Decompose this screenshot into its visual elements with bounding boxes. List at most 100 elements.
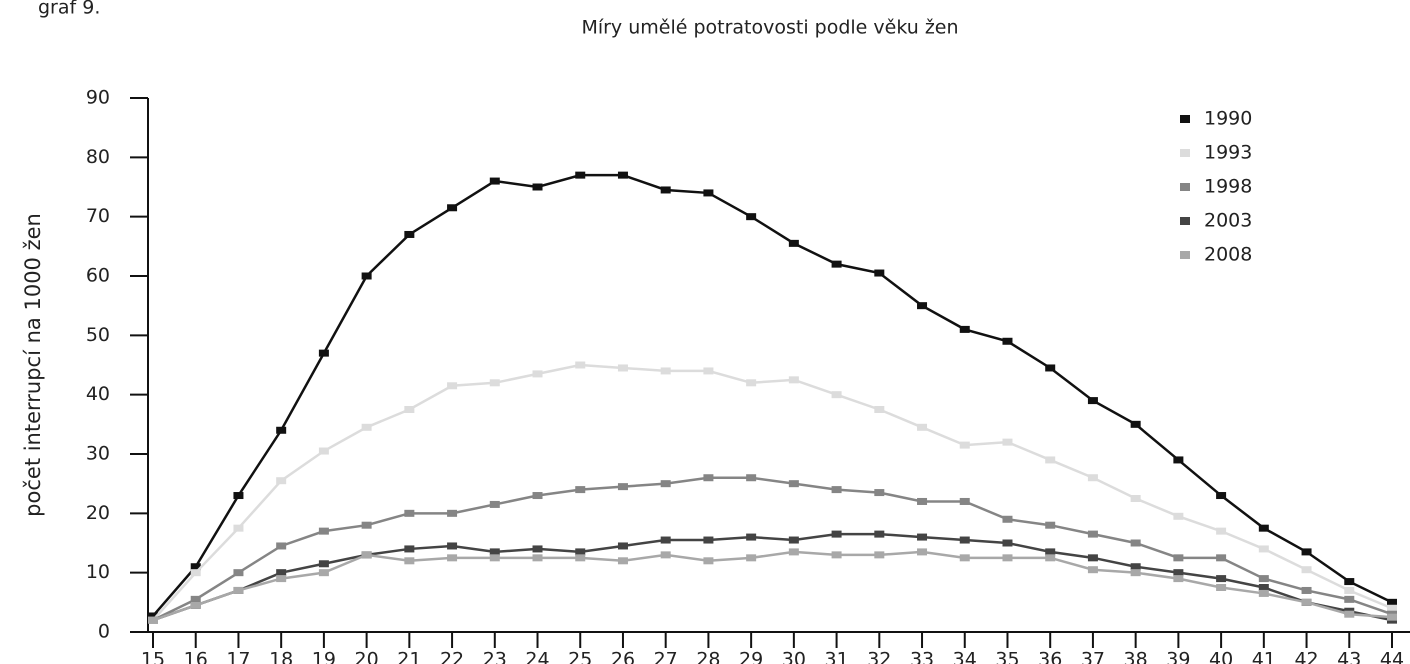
marker bbox=[1045, 554, 1056, 562]
marker bbox=[447, 509, 458, 517]
x-tick-label: 26 bbox=[611, 649, 635, 664]
marker bbox=[1258, 575, 1269, 583]
marker bbox=[575, 486, 586, 494]
marker bbox=[660, 536, 671, 544]
marker bbox=[746, 554, 757, 562]
marker bbox=[660, 186, 671, 194]
marker bbox=[489, 177, 500, 185]
marker bbox=[404, 557, 415, 565]
marker bbox=[660, 367, 671, 375]
series-line bbox=[152, 476, 1393, 622]
x-tick-label: 24 bbox=[525, 649, 549, 664]
marker bbox=[1173, 456, 1184, 464]
marker bbox=[1216, 554, 1227, 562]
legend-label: 1998 bbox=[1204, 176, 1252, 198]
marker bbox=[1258, 545, 1269, 553]
marker bbox=[1130, 563, 1141, 571]
marker bbox=[233, 492, 244, 500]
marker bbox=[233, 586, 244, 594]
marker bbox=[746, 474, 757, 482]
marker bbox=[831, 260, 842, 268]
marker bbox=[404, 230, 415, 238]
x-tick-label: 22 bbox=[440, 649, 464, 664]
marker bbox=[959, 441, 970, 449]
marker bbox=[1045, 456, 1056, 464]
x-tick-label: 36 bbox=[1038, 649, 1062, 664]
marker bbox=[917, 423, 928, 431]
marker bbox=[404, 545, 415, 553]
marker bbox=[276, 575, 287, 583]
marker bbox=[1173, 575, 1184, 583]
marker bbox=[1344, 595, 1355, 603]
marker bbox=[318, 527, 329, 535]
legend-swatch bbox=[1180, 217, 1190, 225]
marker bbox=[617, 364, 628, 372]
marker bbox=[318, 560, 329, 568]
marker bbox=[788, 536, 799, 544]
chart-title: Míry umělé potratovosti podle věku žen bbox=[581, 17, 958, 39]
legend-label: 1990 bbox=[1204, 108, 1252, 130]
marker bbox=[917, 497, 928, 505]
marker bbox=[1130, 569, 1141, 577]
x-tick-label: 39 bbox=[1166, 649, 1190, 664]
marker bbox=[276, 542, 287, 550]
marker bbox=[1130, 539, 1141, 547]
marker bbox=[575, 554, 586, 562]
marker bbox=[532, 492, 543, 500]
marker bbox=[1002, 554, 1013, 562]
marker bbox=[917, 548, 928, 556]
caption: graf 9. bbox=[38, 0, 100, 19]
marker bbox=[1301, 548, 1312, 556]
marker bbox=[703, 557, 714, 565]
marker bbox=[1344, 586, 1355, 594]
marker bbox=[532, 545, 543, 553]
marker bbox=[318, 569, 329, 577]
marker bbox=[1301, 586, 1312, 594]
marker bbox=[788, 480, 799, 488]
marker bbox=[447, 204, 458, 212]
marker bbox=[148, 616, 158, 624]
marker bbox=[1216, 527, 1227, 535]
marker bbox=[276, 477, 287, 485]
marker bbox=[1087, 554, 1098, 562]
marker bbox=[1045, 521, 1056, 529]
marker bbox=[959, 536, 970, 544]
marker bbox=[831, 551, 842, 559]
x-tick-label: 41 bbox=[1252, 649, 1276, 664]
marker bbox=[1344, 578, 1355, 586]
y-tick-label: 60 bbox=[86, 265, 110, 287]
y-tick-label: 0 bbox=[98, 621, 110, 643]
marker bbox=[1002, 337, 1013, 345]
x-tick-label: 16 bbox=[184, 649, 208, 664]
x-tick-label: 38 bbox=[1124, 649, 1148, 664]
marker bbox=[1087, 566, 1098, 574]
x-tick-label: 30 bbox=[782, 649, 806, 664]
marker bbox=[617, 557, 628, 565]
legend-label: 2003 bbox=[1204, 210, 1252, 232]
y-axis-label: počet interrupcí na 1000 žen bbox=[21, 213, 45, 517]
marker bbox=[874, 269, 885, 277]
marker bbox=[532, 183, 543, 191]
x-tick-label: 37 bbox=[1081, 649, 1105, 664]
marker bbox=[489, 500, 500, 508]
legend-label: 1993 bbox=[1204, 142, 1252, 164]
marker bbox=[1258, 589, 1269, 597]
marker bbox=[617, 171, 628, 179]
marker bbox=[532, 554, 543, 562]
marker bbox=[746, 379, 757, 387]
marker bbox=[831, 391, 842, 399]
x-tick-label: 32 bbox=[867, 649, 891, 664]
marker bbox=[404, 509, 415, 517]
y-tick-label: 50 bbox=[86, 324, 110, 346]
marker bbox=[233, 524, 244, 532]
marker bbox=[917, 302, 928, 310]
y-tick-label: 90 bbox=[86, 87, 110, 109]
x-tick-label: 19 bbox=[312, 649, 336, 664]
x-tick-label: 31 bbox=[824, 649, 848, 664]
x-tick-label: 15 bbox=[141, 649, 165, 664]
marker bbox=[874, 551, 885, 559]
marker bbox=[489, 379, 500, 387]
x-tick-label: 33 bbox=[910, 649, 934, 664]
marker bbox=[917, 533, 928, 541]
y-tick-label: 70 bbox=[86, 205, 110, 227]
